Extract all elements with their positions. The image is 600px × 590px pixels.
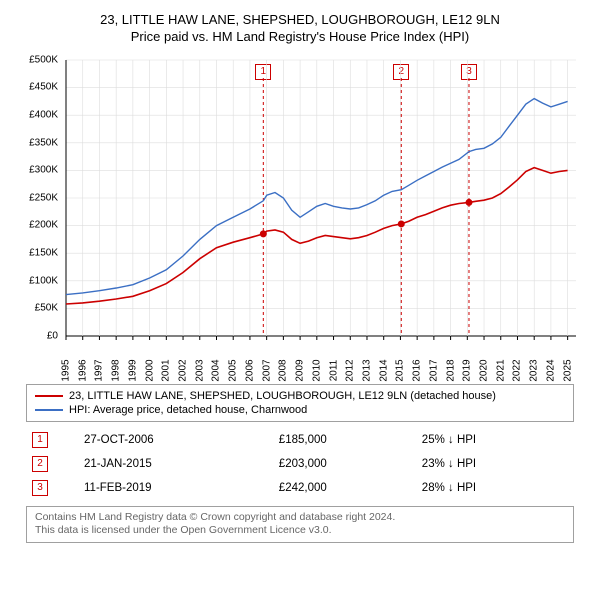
event-marker-3: 3	[32, 480, 48, 496]
chart-svg	[20, 54, 580, 374]
event-date-3: 11-FEB-2019	[78, 476, 273, 500]
event-row-1: 1 27-OCT-2006 £185,000 25% ↓ HPI	[26, 428, 574, 452]
event-row-3: 3 11-FEB-2019 £242,000 28% ↓ HPI	[26, 476, 574, 500]
event-dot	[465, 199, 472, 206]
event-price-1: £185,000	[273, 428, 416, 452]
event-date-2: 21-JAN-2015	[78, 452, 273, 476]
legend-item-hpi: HPI: Average price, detached house, Char…	[35, 403, 565, 417]
event-dot	[260, 230, 267, 237]
event-diff-1: 25% ↓ HPI	[416, 428, 574, 452]
event-price-3: £242,000	[273, 476, 416, 500]
event-date-1: 27-OCT-2006	[78, 428, 273, 452]
event-diff-2: 23% ↓ HPI	[416, 452, 574, 476]
legend-swatch-hpi	[35, 409, 63, 411]
legend-box: 23, LITTLE HAW LANE, SHEPSHED, LOUGHBORO…	[26, 384, 574, 422]
footnote-box: Contains HM Land Registry data © Crown c…	[26, 506, 574, 543]
legend-swatch-property	[35, 395, 63, 397]
event-marker-2: 2	[32, 456, 48, 472]
footnote-line-2: This data is licensed under the Open Gov…	[35, 524, 565, 538]
event-row-2: 2 21-JAN-2015 £203,000 23% ↓ HPI	[26, 452, 574, 476]
chart-plot-area: £0£50K£100K£150K£200K£250K£300K£350K£400…	[20, 54, 580, 374]
event-price-2: £203,000	[273, 452, 416, 476]
legend-label-property: 23, LITTLE HAW LANE, SHEPSHED, LOUGHBORO…	[69, 390, 496, 402]
footnote-line-1: Contains HM Land Registry data © Crown c…	[35, 511, 565, 525]
chart-title: 23, LITTLE HAW LANE, SHEPSHED, LOUGHBORO…	[12, 12, 588, 46]
title-line-2: Price paid vs. HM Land Registry's House …	[12, 29, 588, 46]
legend-item-property: 23, LITTLE HAW LANE, SHEPSHED, LOUGHBORO…	[35, 389, 565, 403]
legend-label-hpi: HPI: Average price, detached house, Char…	[69, 404, 307, 416]
event-marker-1: 1	[32, 432, 48, 448]
events-table: 1 27-OCT-2006 £185,000 25% ↓ HPI 2 21-JA…	[26, 428, 574, 500]
event-diff-3: 28% ↓ HPI	[416, 476, 574, 500]
event-dot	[398, 220, 405, 227]
title-line-1: 23, LITTLE HAW LANE, SHEPSHED, LOUGHBORO…	[12, 12, 588, 29]
